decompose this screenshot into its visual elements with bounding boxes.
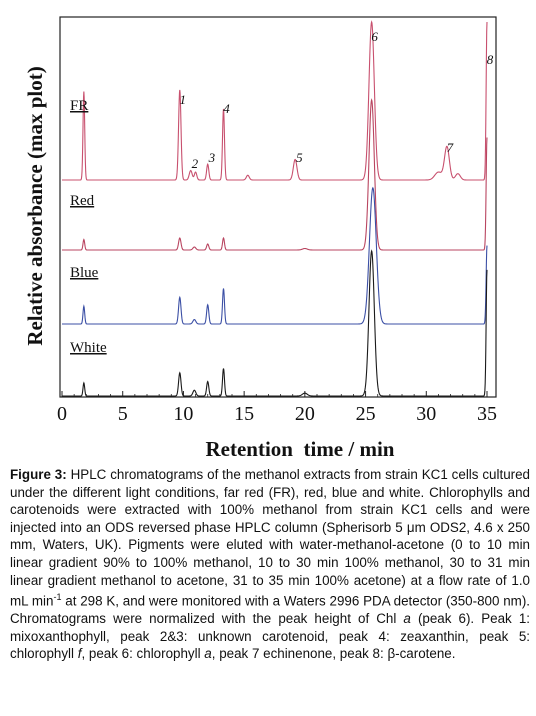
x-tick-label: 30 [416,403,436,425]
x-tick-label: 25 [356,403,376,425]
x-tick-label: 10 [173,403,193,425]
figure-label: Figure 3: [10,467,67,482]
peak-label: 3 [208,150,216,165]
x-axis-label: Retention time / min [206,437,395,461]
caption-text-3: (peak 6). Peak 1: mixoxanthophyll, peak … [10,611,530,662]
peak-label: 6 [371,29,378,44]
peak-label: 1 [180,92,187,107]
x-tick-label: 35 [477,403,497,425]
series-label: FR [70,98,88,114]
caption-text-4: , peak 6: chlorophyll [81,646,205,662]
caption-italic-a2: a [204,646,212,662]
figure-caption: Figure 3: HPLC chromatograms of the meth… [10,466,530,663]
caption-text-1: HPLC chromatograms of the methanol extra… [10,467,530,609]
peak-label: 7 [447,140,454,155]
series-label: Blue [70,265,99,281]
series-label: Red [70,193,95,209]
peak-label: 2 [192,156,199,171]
caption-italic-f: f [77,646,82,662]
peak-label: 4 [223,101,230,116]
chromatogram-chart: Relative absorbance (max plot) Retention… [23,16,497,461]
caption-superscript: -1 [53,592,62,603]
series-line [62,98,488,251]
x-tick-label: 0 [57,403,67,425]
x-tick-label: 20 [295,403,315,425]
series-line [62,20,488,181]
caption-text-5: , peak 7 echinenone, peak 8: β-carotene. [211,646,456,662]
y-axis-label: Relative absorbance (max plot) [23,66,47,345]
peak-label: 8 [487,52,494,67]
x-tick-label: 5 [118,403,128,425]
peak-label: 5 [296,150,303,165]
plot-frame [59,16,497,398]
series-line [62,249,488,397]
series-line [62,186,488,325]
series-label: White [70,340,107,356]
caption-text-2: at 298 K, and were monitored with a Wate… [10,593,530,627]
x-tick-label: 15 [234,403,254,425]
caption-italic-a: a [403,611,411,627]
